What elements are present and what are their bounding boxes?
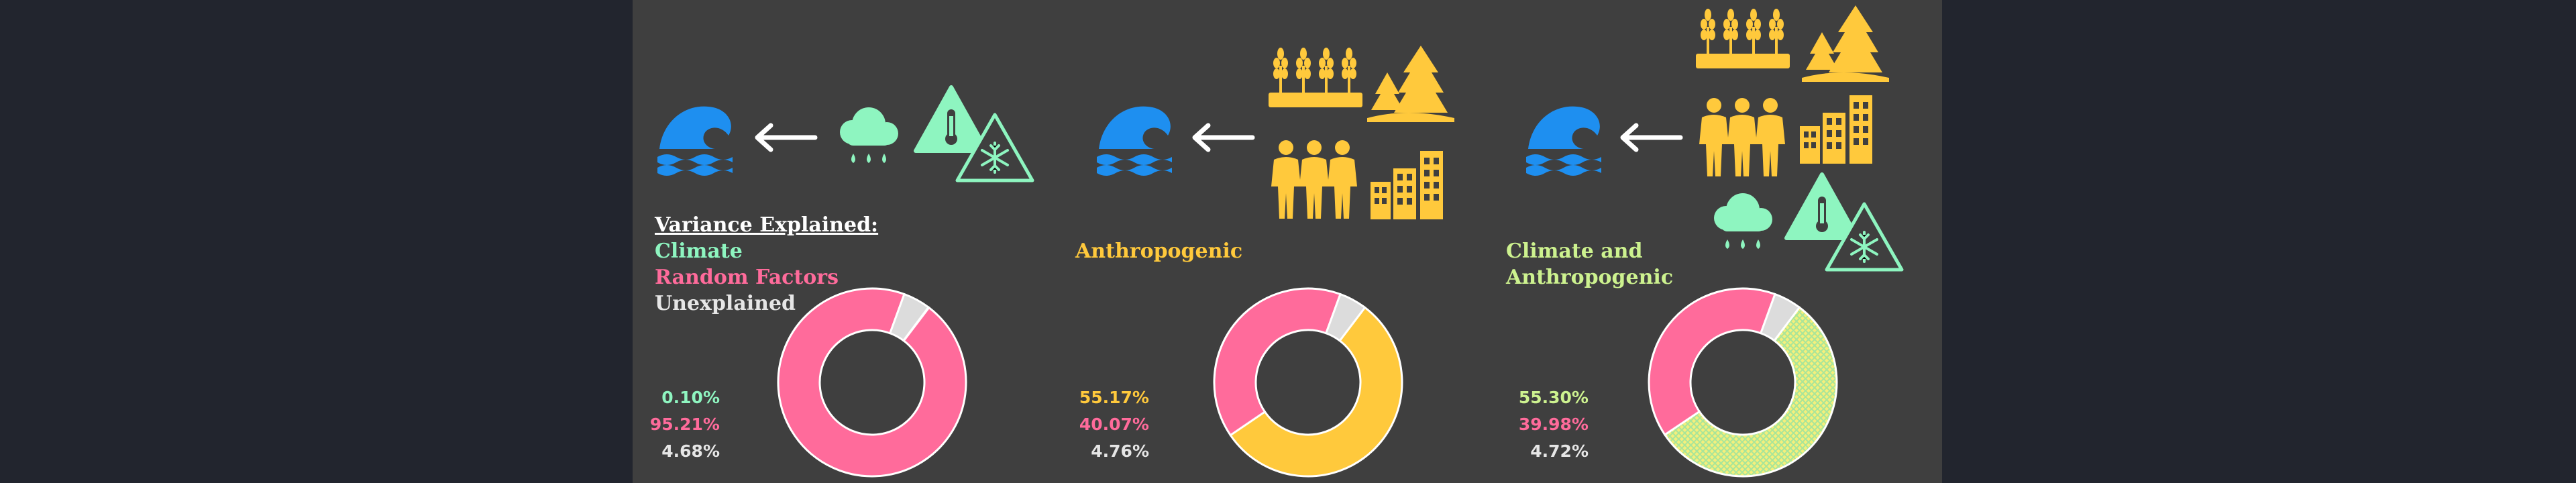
city-icon <box>1800 95 1872 164</box>
percent-labels-climate: 0.10% 95.21% 4.68% <box>633 384 720 465</box>
pct-unexplained: 4.68% <box>661 441 720 461</box>
legend-item-climate: Climate <box>655 239 743 263</box>
pct-climate-and-anthropogenic: 55.30% <box>1518 388 1589 407</box>
slice-unexplained <box>1759 292 1801 342</box>
wave-icon <box>1097 106 1172 176</box>
slice-random-factors <box>1213 287 1342 437</box>
panel-label-anthropogenic: Anthropogenic <box>1075 239 1243 263</box>
slice-climate-and-anthropogenic <box>1663 306 1838 478</box>
pct-random-factors: 95.21% <box>649 415 720 434</box>
panel-label-line-2: Anthropogenic <box>1506 266 1674 289</box>
rain-cloud-icon <box>840 107 898 163</box>
donut-chart-climate <box>777 287 967 478</box>
slice-unexplained <box>888 292 930 342</box>
city-icon <box>1371 151 1443 219</box>
wave-icon <box>1526 106 1601 176</box>
people-icon <box>1699 97 1785 179</box>
people-icon <box>1271 140 1357 221</box>
slice-random-factors <box>777 287 967 478</box>
rain-cloud-icon <box>1714 193 1772 249</box>
arrow-left-icon <box>747 117 820 158</box>
pct-unexplained: 4.72% <box>1530 441 1589 461</box>
slice-random-factors <box>1648 287 1776 437</box>
wave-icon <box>657 106 733 176</box>
panel-label-line-1: Climate and <box>1506 239 1643 263</box>
pct-random-factors: 39.98% <box>1518 415 1589 434</box>
variance-legend: Variance Explained: Climate Random Facto… <box>655 212 878 317</box>
donut-chart-anthropogenic <box>1213 287 1403 478</box>
wheat-field-icon <box>1269 46 1362 109</box>
legend-title: Variance Explained: <box>655 213 879 237</box>
forest-icon <box>1367 46 1454 122</box>
wheat-field-icon <box>1696 7 1790 70</box>
pct-anthropogenic: 55.17% <box>1079 388 1149 407</box>
slice-unexplained <box>1324 292 1366 342</box>
snowflake-warning-icon <box>955 111 1035 184</box>
infographic-panel: Variance Explained: Climate Random Facto… <box>633 0 1942 483</box>
snowflake-warning-icon <box>1824 200 1904 274</box>
arrow-left-icon <box>1612 117 1686 158</box>
percent-labels-combined: 55.30% 39.98% 4.72% <box>1488 384 1589 465</box>
legend-item-random-factors: Random Factors <box>655 266 839 289</box>
pct-unexplained: 4.76% <box>1091 441 1149 461</box>
percent-labels-anthropogenic: 55.17% 40.07% 4.76% <box>1049 384 1149 465</box>
donut-chart-climate-and-anthropogenic <box>1648 287 1838 478</box>
forest-icon <box>1802 5 1889 82</box>
pct-climate: 0.10% <box>661 388 720 407</box>
pct-random-factors: 40.07% <box>1079 415 1149 434</box>
arrow-left-icon <box>1184 117 1258 158</box>
legend-item-unexplained: Unexplained <box>655 292 796 315</box>
panel-label-climate-and-anthropogenic: Climate and Anthropogenic <box>1506 238 1673 290</box>
slice-anthropogenic <box>1229 306 1403 478</box>
